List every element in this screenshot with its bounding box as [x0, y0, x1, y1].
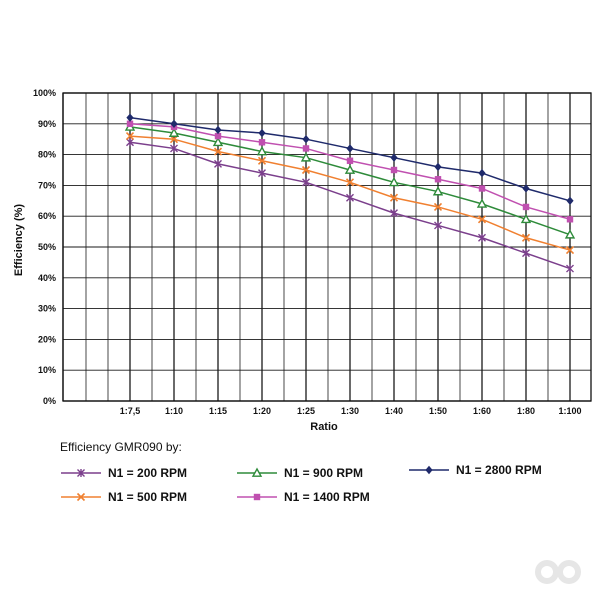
- data-point: [346, 157, 354, 164]
- series-2: [124, 121, 576, 239]
- x-tick-label: 1:80: [517, 406, 535, 416]
- data-point: [390, 209, 398, 218]
- x-tick-label: 1:60: [473, 406, 491, 416]
- data-point: [565, 246, 575, 255]
- data-point: [434, 162, 442, 172]
- data-point: [214, 159, 222, 168]
- x-tick-label: 1:30: [341, 406, 359, 416]
- data-point: [257, 156, 267, 165]
- data-point: [213, 147, 223, 156]
- x-tick-label: 1:25: [297, 406, 315, 416]
- y-tick-label: 100%: [33, 88, 56, 98]
- x-tick-label: 1:20: [253, 406, 271, 416]
- data-point: [433, 202, 443, 212]
- x-tick-label: 1:10: [165, 406, 183, 416]
- y-tick-label: 20%: [38, 334, 56, 344]
- data-point: [256, 146, 268, 156]
- data-point: [212, 136, 224, 147]
- data-point: [170, 119, 178, 128]
- data-point: [168, 127, 180, 137]
- legend-title: Efficiency GMR090 by:: [60, 440, 182, 454]
- data-point: [125, 132, 135, 141]
- data-point: [390, 153, 398, 162]
- x-tick-label: 1:100: [558, 406, 581, 416]
- data-point: [258, 169, 266, 178]
- data-point: [478, 168, 486, 178]
- y-tick-label: 90%: [38, 119, 56, 129]
- data-point: [258, 139, 266, 146]
- chart-series: [124, 113, 576, 273]
- y-tick-label: 70%: [38, 180, 56, 190]
- data-point: [301, 165, 311, 175]
- data-point: [434, 221, 442, 230]
- data-point: [520, 213, 532, 224]
- data-point: [346, 193, 354, 202]
- data-point: [432, 186, 444, 196]
- data-point: [258, 128, 266, 138]
- data-point: [345, 178, 355, 187]
- data-point: [388, 176, 400, 187]
- data-point: [478, 233, 486, 242]
- data-point: [566, 264, 574, 273]
- data-point: [214, 125, 222, 135]
- data-point: [390, 166, 398, 174]
- data-point: [476, 198, 488, 208]
- y-tick-label: 50%: [38, 242, 56, 252]
- data-point: [389, 193, 399, 202]
- y-tick-label: 40%: [38, 273, 56, 283]
- x-tick-label: 1:40: [385, 406, 403, 416]
- data-point: [214, 132, 222, 140]
- data-point: [126, 113, 134, 122]
- data-point: [522, 249, 530, 258]
- plot-frame: [62, 92, 592, 402]
- data-point: [170, 144, 178, 153]
- data-point: [126, 138, 134, 147]
- data-point: [346, 144, 354, 153]
- data-point: [566, 196, 574, 205]
- watermark-logo: [535, 560, 581, 584]
- data-point: [344, 164, 356, 174]
- data-point: [564, 229, 576, 239]
- data-point: [434, 176, 442, 183]
- y-tick-label: 80%: [38, 150, 56, 160]
- series-4: [126, 113, 574, 205]
- data-point: [521, 233, 531, 242]
- data-point: [477, 215, 487, 224]
- data-point: [302, 135, 310, 144]
- x-axis-title: Ratio: [310, 421, 338, 433]
- data-point: [522, 184, 530, 193]
- data-point: [478, 185, 486, 192]
- data-point: [300, 152, 312, 162]
- series-0: [126, 138, 574, 273]
- x-tick-label: 1:50: [429, 406, 447, 416]
- y-axis-title: Efficiency (%): [13, 204, 25, 276]
- data-point: [302, 178, 310, 187]
- y-tick-label: 60%: [38, 211, 56, 221]
- data-point: [566, 216, 574, 223]
- y-tick-label: 10%: [38, 365, 56, 375]
- series-3: [126, 120, 574, 223]
- x-tick-label: 1:15: [209, 406, 227, 416]
- y-tick-label: 30%: [38, 304, 56, 314]
- data-point: [522, 203, 530, 211]
- y-tick-label: 0%: [43, 396, 56, 406]
- data-point: [126, 120, 134, 127]
- data-point: [302, 145, 310, 152]
- x-tick-label: 1:7,5: [120, 406, 141, 416]
- chart-ticks: 0% 10% 20% 30% 40% 50% 60% 70% 80% 90% 100% 1:7,5 1:…: [33, 88, 582, 416]
- chart-grid: [62, 92, 592, 402]
